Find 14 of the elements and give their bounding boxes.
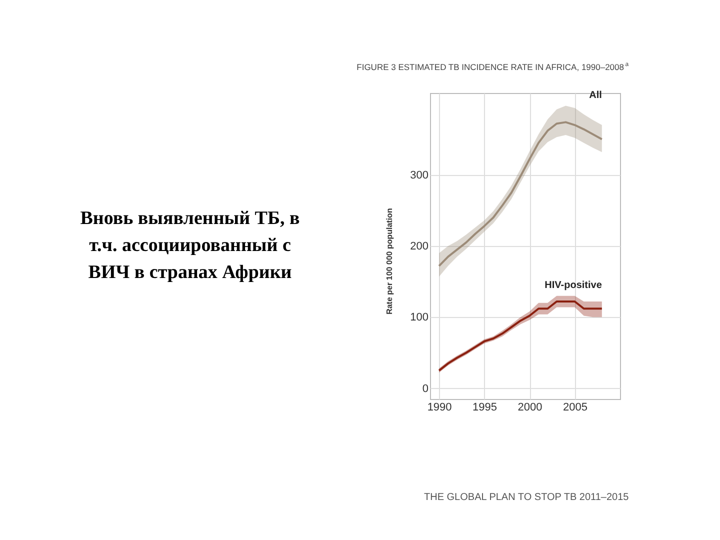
y-tick-label: 300 <box>410 169 428 182</box>
x-tick-label: 1990 <box>427 402 452 414</box>
text: Вновь выявленный ТБ, в т.ч. ассоциированный с ВИЧ в странах Африки <box>80 208 300 283</box>
y-tick-label: 100 <box>410 312 428 324</box>
y-tick-label: 200 <box>410 240 428 252</box>
y-axis-title: Rate per 100 000 population <box>385 208 394 314</box>
x-tick-label: 1995 <box>472 402 498 414</box>
series-label: HIV-positive <box>544 280 602 291</box>
x-tick-label: 2000 <box>518 402 542 414</box>
y-tick-label: 0 <box>422 382 428 395</box>
x-tick-label: 2005 <box>563 402 588 414</box>
text: All <box>589 90 602 101</box>
text: THE GLOBAL PLAN TO STOP TB 2011–2015 <box>424 492 630 503</box>
line-series <box>438 121 603 267</box>
